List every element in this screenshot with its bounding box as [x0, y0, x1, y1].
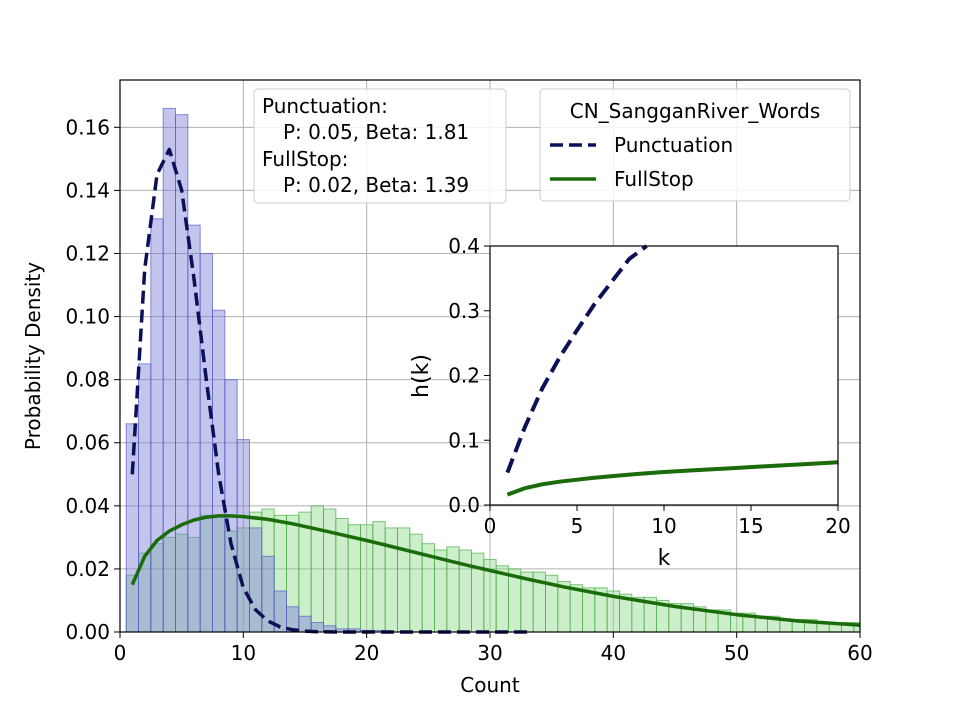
y-tick-label: 0.06: [65, 431, 110, 455]
inset-x-tick-label: 15: [738, 514, 763, 538]
stats-box-frame: [253, 88, 507, 204]
inset-y-tick-label: 0.3: [448, 299, 480, 323]
inset-x-tick-label: 10: [651, 514, 676, 538]
x-tick-label: 20: [354, 641, 379, 665]
hist-bar-punctuation: [261, 555, 275, 633]
inset-chart: 0 5 10 15 20 0.0 0.1 0.2 0.3 0.4 k h(k): [409, 234, 851, 571]
legend-label-punctuation: Punctuation: [614, 133, 733, 157]
inset-y-tick-label: 0.1: [448, 428, 480, 452]
series-line-fullstop: [130, 514, 861, 627]
hist-bar-fullstop: [310, 505, 324, 633]
hist-bar-punctuation: [224, 379, 238, 633]
inset-y-tick-label: 0.2: [448, 364, 480, 388]
x-tick-label: 30: [477, 641, 502, 665]
inset-x-axis-label: k: [658, 546, 671, 571]
y-tick-label: 0.04: [65, 494, 110, 518]
y-tick-label: 0.08: [65, 368, 110, 392]
hist-bar-punctuation: [138, 363, 152, 633]
x-tick-label: 0: [114, 641, 127, 665]
x-axis-label: Count: [460, 673, 520, 697]
y-tick-label: 0.00: [65, 620, 110, 644]
hist-bar-fullstop: [298, 511, 312, 633]
y-tick-label: 0.10: [65, 305, 110, 329]
y-axis-label: Probability Density: [21, 262, 45, 450]
inset-series-line-fullstop: [506, 460, 839, 497]
x-tick-label: 60: [847, 641, 872, 665]
hist-bar-fullstop: [323, 508, 337, 633]
series-line-punctuation: [130, 147, 527, 634]
inset-series-line-punctuation: [505, 244, 648, 474]
hist-bar-fullstop: [397, 527, 411, 633]
stats-line-3: FullStop:: [262, 147, 348, 171]
stats-line-1: Punctuation:: [262, 94, 388, 118]
hist-bar-punctuation: [162, 107, 177, 633]
inset-y-tick-label: 0.0: [448, 493, 480, 517]
inset-x-tick-label: 5: [571, 514, 584, 538]
stats-line-2: P: 0.05, Beta: 1.81: [283, 120, 469, 144]
hist-bar-fullstop: [409, 533, 423, 633]
hist-bar-fullstop: [372, 521, 386, 633]
inset-series-lines: [505, 244, 839, 497]
stats-line-4: P: 0.02, Beta: 1.39: [283, 173, 469, 197]
x-tick-label: 40: [601, 641, 626, 665]
inset-y-tick-label: 0.4: [448, 234, 480, 258]
legend-label-fullstop: FullStop: [614, 167, 694, 191]
hist-bar-fullstop: [434, 549, 448, 633]
y-tick-label: 0.02: [65, 557, 110, 581]
hist-bar-punctuation: [249, 527, 263, 633]
y-tick-label: 0.14: [65, 178, 110, 202]
inset-background: [490, 246, 838, 505]
main-axis-ticks: 0 10 20 30 40 50 600.000.020.040.060.080.100.1…: [65, 115, 872, 665]
legend-title: CN_SangganRiver_Words: [570, 99, 821, 123]
legend: CN_SangganRiver_Words Punctuation FullSt…: [539, 88, 851, 202]
x-tick-label: 10: [231, 641, 256, 665]
hist-bar-punctuation: [199, 252, 214, 633]
legend-frame: [539, 88, 851, 202]
hist-bar-punctuation: [150, 218, 164, 633]
hist-bar-fullstop: [384, 527, 398, 633]
inset-x-tick-label: 0: [484, 514, 497, 538]
hist-bar-fullstop: [347, 524, 361, 633]
y-tick-label: 0.16: [65, 115, 110, 139]
inset-axis-ticks: 0 5 10 15 20 0.0 0.1 0.2 0.3 0.4: [448, 234, 851, 538]
hist-bar-fullstop: [582, 587, 596, 633]
inset-y-axis-label: h(k): [409, 354, 434, 398]
main-series-lines: [130, 147, 861, 634]
x-tick-label: 50: [724, 641, 749, 665]
y-tick-label: 0.12: [65, 241, 110, 265]
inset-x-tick-label: 20: [825, 514, 850, 538]
hist-bar-punctuation: [236, 439, 251, 633]
stats-box: Punctuation: P: 0.05, Beta: 1.81 FullSto…: [253, 88, 507, 204]
